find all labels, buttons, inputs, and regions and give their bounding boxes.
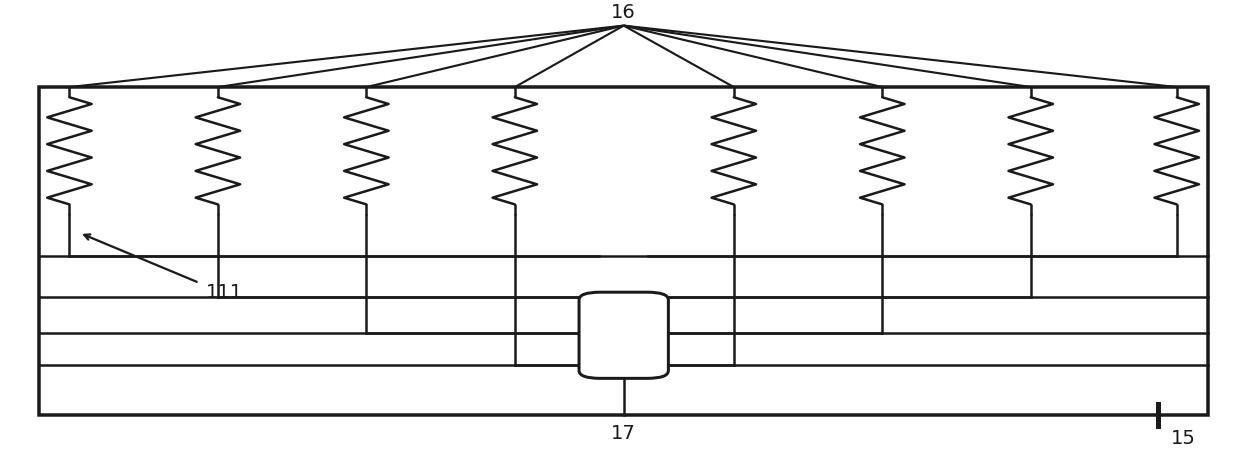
Text: 111: 111 [206,283,243,302]
Text: 16: 16 [611,3,636,22]
Text: 17: 17 [611,424,636,443]
FancyBboxPatch shape [579,292,668,378]
Text: 15: 15 [1171,429,1195,447]
